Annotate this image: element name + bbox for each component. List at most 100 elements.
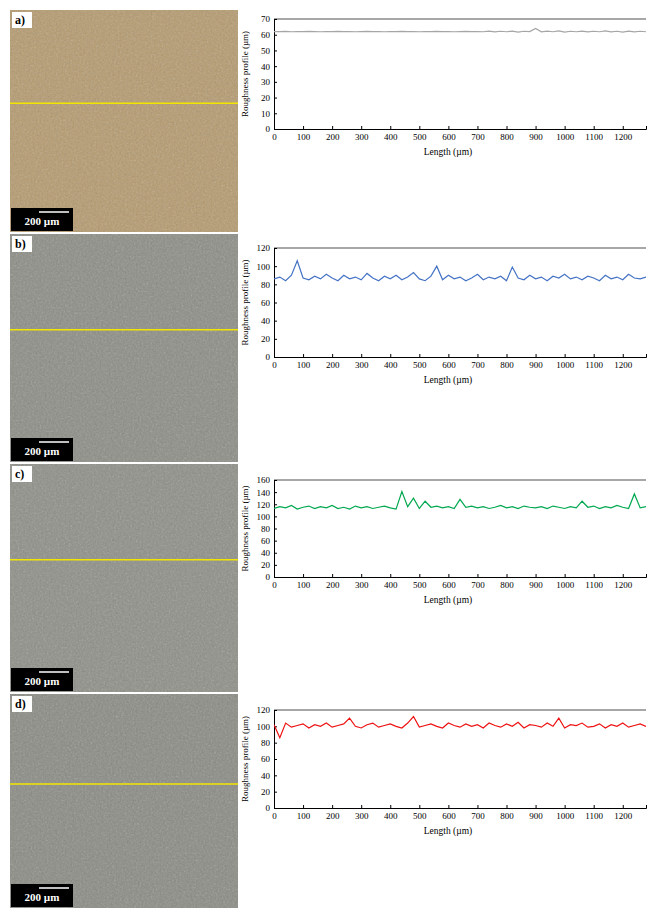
x-tick: 100 xyxy=(297,574,311,590)
y-tick-mark xyxy=(274,339,277,340)
x-tick-mark xyxy=(477,805,478,808)
scale-bar-label: 200 µm xyxy=(25,445,60,457)
y-tick: 100 xyxy=(257,722,278,732)
x-tick-mark xyxy=(594,354,595,357)
x-tick: 100 xyxy=(297,126,311,142)
y-tick-label: 20 xyxy=(261,334,271,344)
micrograph: a)200 µm xyxy=(10,10,238,232)
y-tick: 60 xyxy=(261,298,277,308)
x-tick: 300 xyxy=(355,354,369,370)
scale-bar xyxy=(39,441,69,443)
x-tick-label: 500 xyxy=(413,811,427,821)
x-tick: 400 xyxy=(384,354,398,370)
y-tick: 80 xyxy=(261,738,277,748)
y-tick: 20 xyxy=(261,787,277,797)
y-tick: 40 xyxy=(261,548,277,558)
x-tick: 900 xyxy=(529,574,543,590)
x-tick-mark xyxy=(361,126,362,129)
x-tick-mark xyxy=(623,805,624,808)
x-tick-label: 1200 xyxy=(614,580,633,590)
x-tick-mark xyxy=(419,574,420,577)
scale-bar-bg xyxy=(11,668,73,691)
y-axis-line xyxy=(275,20,278,130)
x-tick-label: 1000 xyxy=(556,360,575,370)
x-tick-label: 300 xyxy=(355,811,369,821)
x-tick: 100 xyxy=(297,805,311,821)
y-tick: 100 xyxy=(257,512,278,522)
panel-letter: a) xyxy=(15,13,25,27)
x-tick-mark xyxy=(565,574,566,577)
x-tick-label: 1000 xyxy=(556,132,575,142)
y-tick-label: 80 xyxy=(261,524,271,534)
y-tick-label: 140 xyxy=(257,488,271,498)
x-tick: 400 xyxy=(384,574,398,590)
profile-line-marker xyxy=(10,102,238,104)
y-tick-label: 100 xyxy=(257,722,271,732)
x-tick: 400 xyxy=(384,805,398,821)
x-tick-mark xyxy=(303,354,304,357)
x-tick: 400 xyxy=(384,126,398,142)
micrograph: c)200 µm xyxy=(10,464,238,692)
y-tick: 120 xyxy=(257,243,278,253)
x-tick-label: 900 xyxy=(529,360,543,370)
plot-marks xyxy=(274,28,646,32)
scale-bar xyxy=(39,887,69,889)
x-tick-mark xyxy=(623,354,624,357)
figure: a)200 µmb)200 µmc)200 µmd)200 µm01002003… xyxy=(0,0,656,916)
x-tick-mark xyxy=(507,805,508,808)
x-tick: 900 xyxy=(529,126,543,142)
y-tick: 120 xyxy=(257,705,278,715)
panel-letter-bg xyxy=(12,696,32,712)
y-tick: 40 xyxy=(261,62,277,72)
x-tick-mark xyxy=(565,126,566,129)
x-tick-mark xyxy=(390,805,391,808)
y-tick-mark xyxy=(274,35,277,36)
x-axis-title: Length (µm) xyxy=(424,826,472,837)
x-tick: 200 xyxy=(326,574,340,590)
x-tick-mark xyxy=(303,126,304,129)
x-tick-label: 100 xyxy=(297,360,311,370)
x-tick-mark xyxy=(507,574,508,577)
x-tick-mark xyxy=(594,574,595,577)
x-tick: 500 xyxy=(413,126,427,142)
x-tick-label: 800 xyxy=(500,132,514,142)
x-tick-mark xyxy=(536,354,537,357)
x-tick: 1000 xyxy=(556,574,575,590)
y-tick-label: 40 xyxy=(261,548,271,558)
x-tick: 800 xyxy=(500,574,514,590)
x-tick-mark xyxy=(419,354,420,357)
y-axis-line xyxy=(275,481,278,578)
y-tick-label: 50 xyxy=(261,46,271,56)
x-tick-mark xyxy=(594,805,595,808)
x-tick-label: 900 xyxy=(529,132,543,142)
x-tick-label: 600 xyxy=(442,360,456,370)
y-tick-label: 120 xyxy=(257,243,271,253)
y-tick-mark xyxy=(274,50,277,51)
x-axis-line xyxy=(275,126,647,130)
x-tick-label: 800 xyxy=(500,580,514,590)
x-tick-label: 1100 xyxy=(585,132,603,142)
y-tick-label: 0 xyxy=(266,572,271,582)
x-axis-title: Length (µm) xyxy=(424,147,472,158)
x-tick: 1100 xyxy=(585,574,603,590)
y-tick: 50 xyxy=(261,46,277,56)
x-tick-mark xyxy=(536,805,537,808)
x-tick: 800 xyxy=(500,354,514,370)
scale-bar xyxy=(39,671,69,673)
x-tick: 100 xyxy=(297,354,311,370)
x-axis-line xyxy=(275,805,647,809)
plot-frame-top xyxy=(274,479,646,481)
y-tick: 0 xyxy=(266,124,278,134)
y-tick-label: 120 xyxy=(257,500,271,510)
x-tick-label: 900 xyxy=(529,811,543,821)
x-axis: 0100200300400500600700800900100011001200 xyxy=(272,574,646,590)
x-tick: 800 xyxy=(500,805,514,821)
x-axis: 0100200300400500600700800900100011001200 xyxy=(272,805,646,821)
y-tick-label: 70 xyxy=(261,14,271,24)
x-tick-label: 700 xyxy=(471,811,485,821)
y-tick-mark xyxy=(274,553,277,554)
scale-bar-label: 200 µm xyxy=(25,891,60,903)
y-tick-label: 60 xyxy=(261,298,271,308)
x-tick: 200 xyxy=(326,805,340,821)
y-tick: 80 xyxy=(261,524,277,534)
